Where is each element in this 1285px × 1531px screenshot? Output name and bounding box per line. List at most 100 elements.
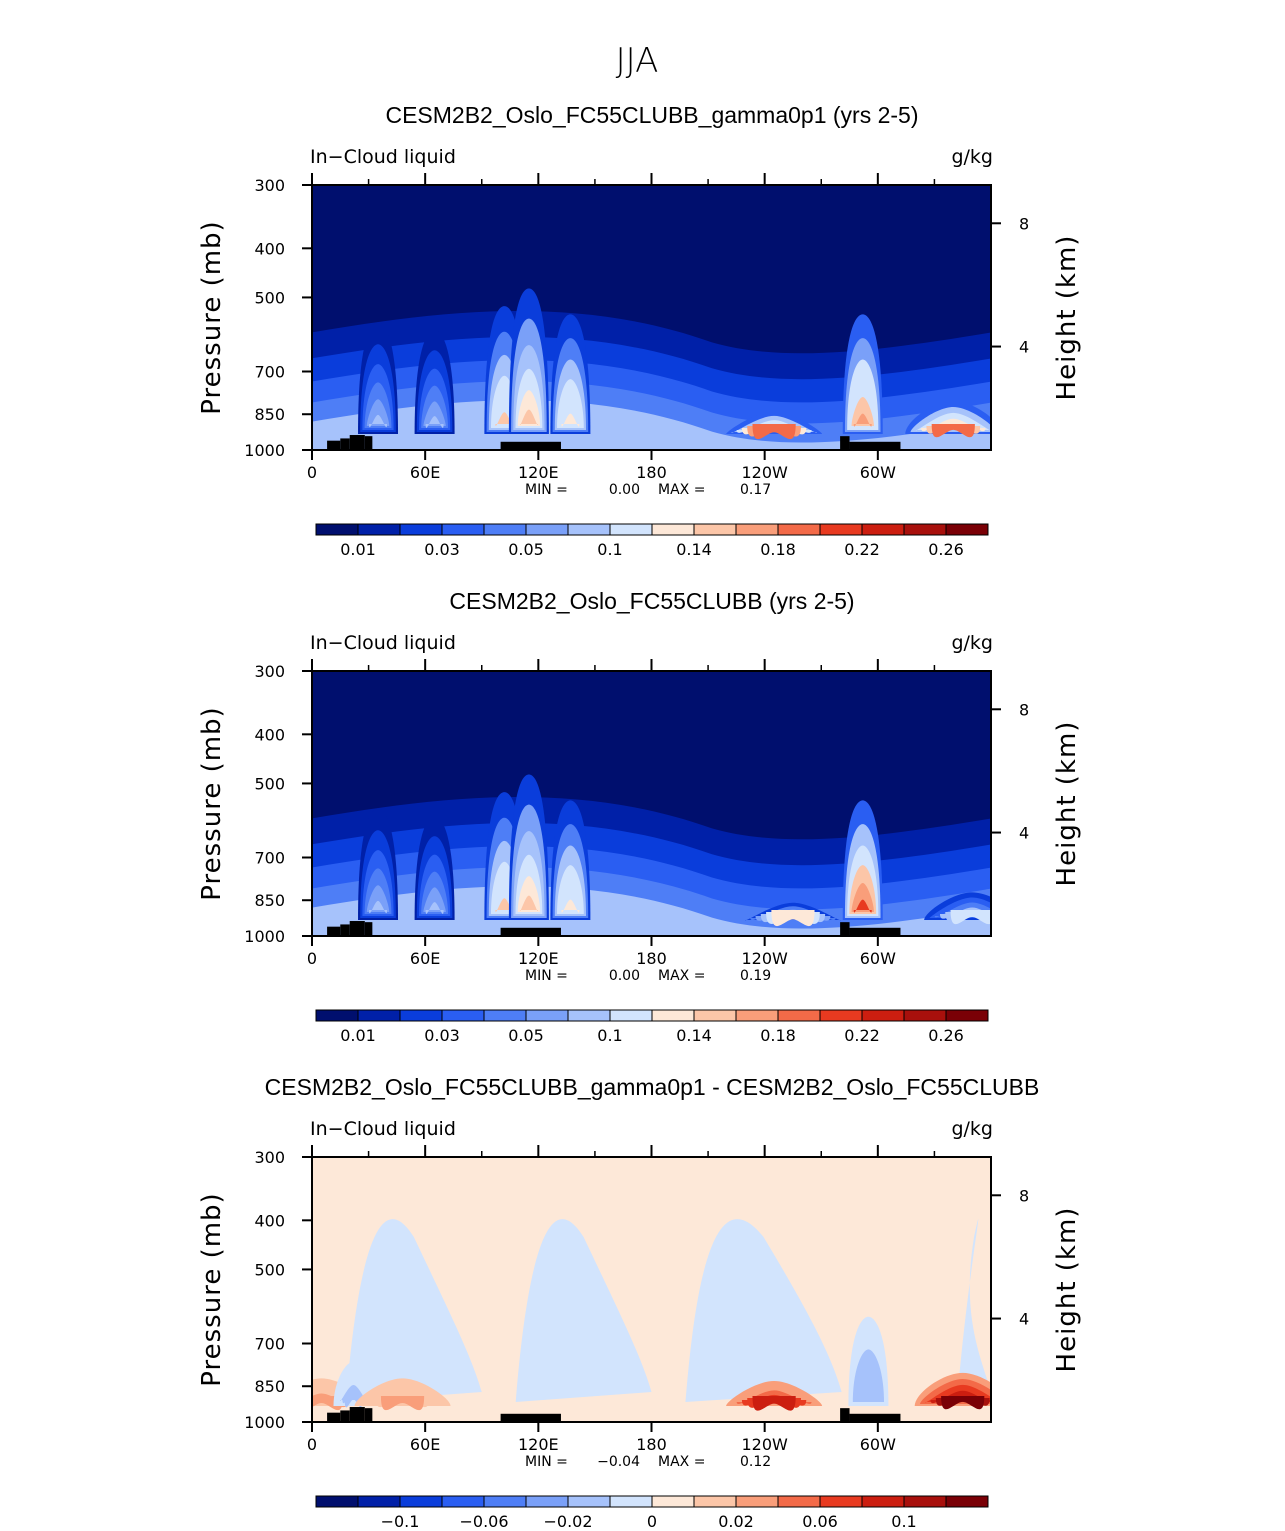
- colorbar-swatch: [777, 523, 821, 536]
- min-label: MIN =: [525, 482, 568, 498]
- colorbar-swatch: [735, 523, 779, 536]
- height-tick-label: 8: [1019, 214, 1029, 233]
- y-tick-label: 700: [254, 848, 285, 867]
- colorbar-label: 0.14: [676, 1026, 712, 1045]
- chart-panel-1: CESM2B2_Oslo_FC55CLUBB_gamma0p1 (yrs 2-5…: [197, 102, 1082, 559]
- contour-feature: [950, 910, 991, 925]
- colorbar-label: 0.1: [597, 1026, 622, 1045]
- colorbar-label: 0.02: [718, 1512, 754, 1531]
- contour-feature: [941, 1396, 985, 1410]
- colorbar-swatch: [609, 1495, 653, 1508]
- x-tick-label: 180: [636, 463, 667, 482]
- colorbar-label: 0: [647, 1512, 657, 1531]
- colorbar-swatch: [399, 1495, 443, 1508]
- colorbar-label: 0.18: [760, 540, 796, 559]
- y-tick-label: 500: [254, 1260, 285, 1279]
- colorbar-swatch: [693, 523, 737, 536]
- y-axis-right-title: Height (km): [1052, 235, 1082, 401]
- colorbar-swatch: [693, 1495, 737, 1508]
- variable-label: In−Cloud liquid: [310, 632, 456, 654]
- colorbar-swatch: [735, 1495, 779, 1508]
- min-label: MIN =: [525, 1454, 568, 1470]
- colorbar-swatch: [441, 1009, 485, 1022]
- x-tick-label: 60W: [860, 463, 896, 482]
- colorbar-label: −0.1: [381, 1512, 420, 1531]
- terrain-mask: [340, 438, 350, 450]
- y-axis-right-title: Height (km): [1052, 721, 1082, 887]
- contour-field: [312, 185, 991, 450]
- contour-feature: [853, 413, 872, 427]
- x-tick-label: 60E: [410, 1435, 440, 1454]
- contour-feature: [495, 898, 514, 913]
- chart-panel-2: CESM2B2_Oslo_FC55CLUBB (yrs 2-5) In−Cloud…: [197, 588, 1082, 1045]
- contour-feature: [851, 396, 874, 427]
- colorbar-label: 0.22: [844, 540, 880, 559]
- colorbar-swatch: [777, 1495, 821, 1508]
- max-value: 0.12: [740, 1454, 771, 1470]
- panel-title: CESM2B2_Oslo_FC55CLUBB_gamma0p1 (yrs 2-5…: [385, 102, 918, 128]
- colorbar-swatch: [945, 1495, 989, 1508]
- x-tick-label: 120E: [518, 1435, 559, 1454]
- colorbar-swatch: [399, 1009, 443, 1022]
- variable-label: In−Cloud liquid: [310, 1118, 456, 1140]
- height-tick-label: 4: [1019, 824, 1029, 843]
- y-tick-label: 1000: [244, 927, 285, 946]
- terrain-mask: [327, 1412, 341, 1422]
- units-label: g/kg: [951, 1118, 993, 1140]
- contour-feature: [517, 390, 541, 427]
- max-label: MAX =: [658, 968, 705, 984]
- terrain-mask: [500, 441, 561, 450]
- colorbar-swatch: [861, 523, 905, 536]
- colorbar-label: 0.26: [928, 540, 964, 559]
- x-tick-label: 0: [307, 463, 317, 482]
- colorbar-swatch: [819, 523, 863, 536]
- x-tick-label: 0: [307, 949, 317, 968]
- colorbar-swatch: [525, 1495, 569, 1508]
- max-value: 0.17: [740, 482, 771, 498]
- colorbar-swatch: [483, 523, 527, 536]
- colorbar-swatch: [777, 1009, 821, 1022]
- y-tick-label: 700: [254, 362, 285, 381]
- height-tick-label: 4: [1019, 338, 1029, 357]
- contour-feature: [859, 1390, 878, 1402]
- colorbar-label: 0.05: [508, 1026, 544, 1045]
- colorbar-label: 0.14: [676, 540, 712, 559]
- terrain-mask: [327, 440, 341, 450]
- x-tick-label: 120E: [518, 949, 559, 968]
- y-tick-label: 1000: [244, 441, 285, 460]
- terrain-mask: [840, 1408, 850, 1422]
- contour-feature: [519, 895, 538, 912]
- colorbar-swatch: [693, 1009, 737, 1022]
- contour-feature: [853, 899, 872, 913]
- colorbar-label: 0.03: [424, 1026, 460, 1045]
- x-tick-label: 120E: [518, 463, 559, 482]
- contour-feature: [771, 910, 815, 927]
- contour-feature: [519, 409, 538, 426]
- y-tick-label: 500: [254, 774, 285, 793]
- x-tick-label: 0: [307, 1435, 317, 1454]
- height-tick-label: 8: [1019, 700, 1029, 719]
- y-axis-title: Pressure (mb): [197, 220, 227, 414]
- colorbar-swatch: [819, 1009, 863, 1022]
- terrain-mask: [849, 927, 901, 936]
- contour-feature: [380, 1396, 425, 1411]
- terrain-mask: [840, 922, 850, 936]
- terrain-mask: [340, 1410, 350, 1422]
- x-tick-label: 60E: [410, 463, 440, 482]
- colorbar-swatch: [525, 523, 569, 536]
- y-tick-label: 300: [254, 662, 285, 681]
- colorbar-label: 0.03: [424, 540, 460, 559]
- colorbar-label: 0.18: [760, 1026, 796, 1045]
- y-tick-label: 400: [254, 725, 285, 744]
- contour-feature: [851, 882, 874, 913]
- contour-feature: [752, 1396, 796, 1411]
- max-label: MAX =: [658, 482, 705, 498]
- x-tick-label: 60W: [860, 1435, 896, 1454]
- colorbar-swatch: [903, 1495, 947, 1508]
- colorbar-swatch: [903, 523, 947, 536]
- colorbar-label: 0.1: [891, 1512, 916, 1531]
- y-tick-label: 850: [254, 405, 285, 424]
- terrain-mask: [849, 1413, 901, 1422]
- colorbar-swatch: [651, 1009, 695, 1022]
